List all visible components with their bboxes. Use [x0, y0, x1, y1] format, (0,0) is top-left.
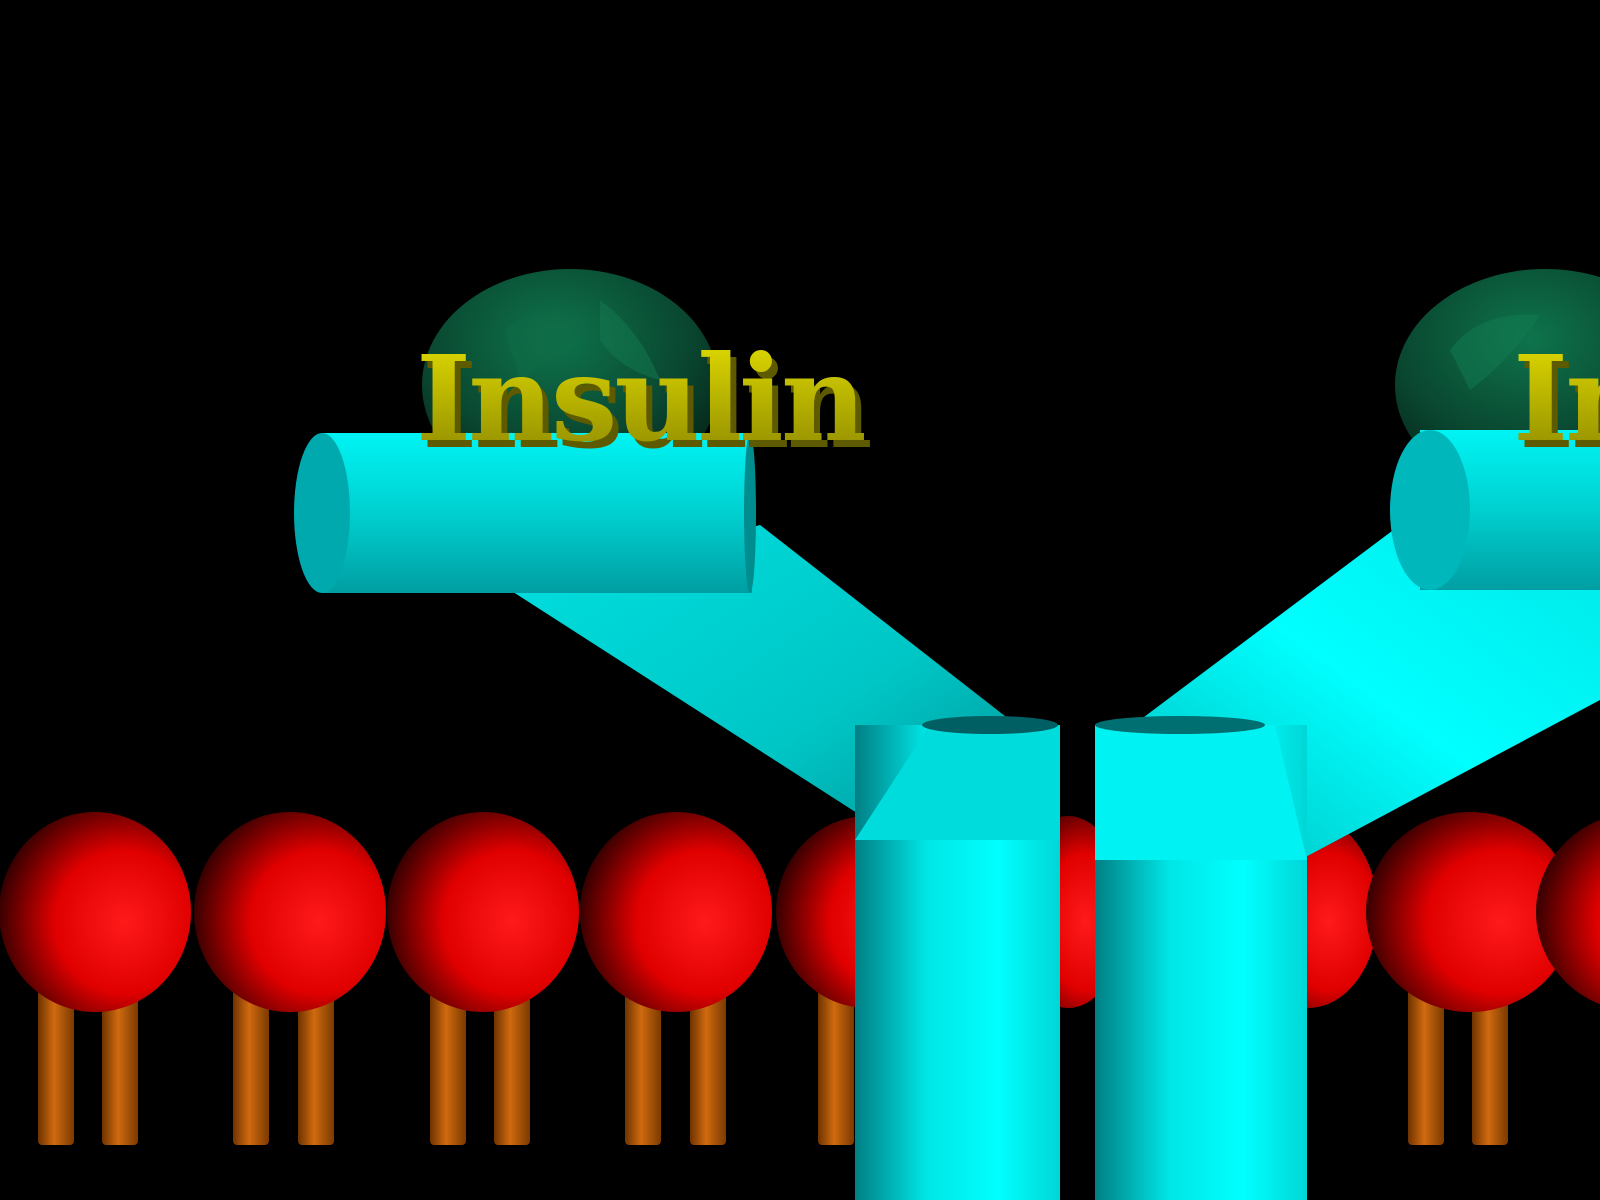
svg-text:Insulin: Insulin — [1519, 336, 1600, 475]
receptor-left-horizontal-cylinder — [294, 433, 756, 593]
insulin-label-left: Insulin Insulin — [416, 329, 874, 475]
phospholipid-head — [0, 812, 191, 1012]
phospholipid-head — [1366, 812, 1574, 1012]
phospholipid-tail-pair — [625, 985, 726, 1145]
phospholipid-head — [387, 812, 579, 1012]
phospholipid-tail-pair — [38, 985, 138, 1145]
phospholipid-heads — [0, 812, 1600, 1012]
phospholipid-head — [580, 812, 772, 1012]
receptor-right-trunk — [1095, 716, 1307, 1200]
svg-text:Insulin: Insulin — [422, 336, 871, 475]
phospholipid-tail-pair — [1408, 985, 1508, 1145]
insulin-label-right-text: Insulin — [1513, 329, 1600, 468]
receptor-right-horizontal-cylinder — [1390, 430, 1600, 590]
phospholipid-tail-pair — [430, 985, 530, 1145]
receptor-left-trunk — [855, 716, 1060, 1200]
insulin-label-right: Insulin Insulin — [1513, 329, 1600, 475]
phospholipid-head — [194, 812, 386, 1012]
insulin-label-left-text: Insulin — [416, 329, 865, 468]
phospholipid-tail-pair — [233, 985, 334, 1145]
phospholipid-head — [1536, 819, 1600, 1005]
phospholipid-tail-pair — [818, 985, 854, 1145]
receptor-right-cylinder-cap — [1390, 430, 1470, 590]
